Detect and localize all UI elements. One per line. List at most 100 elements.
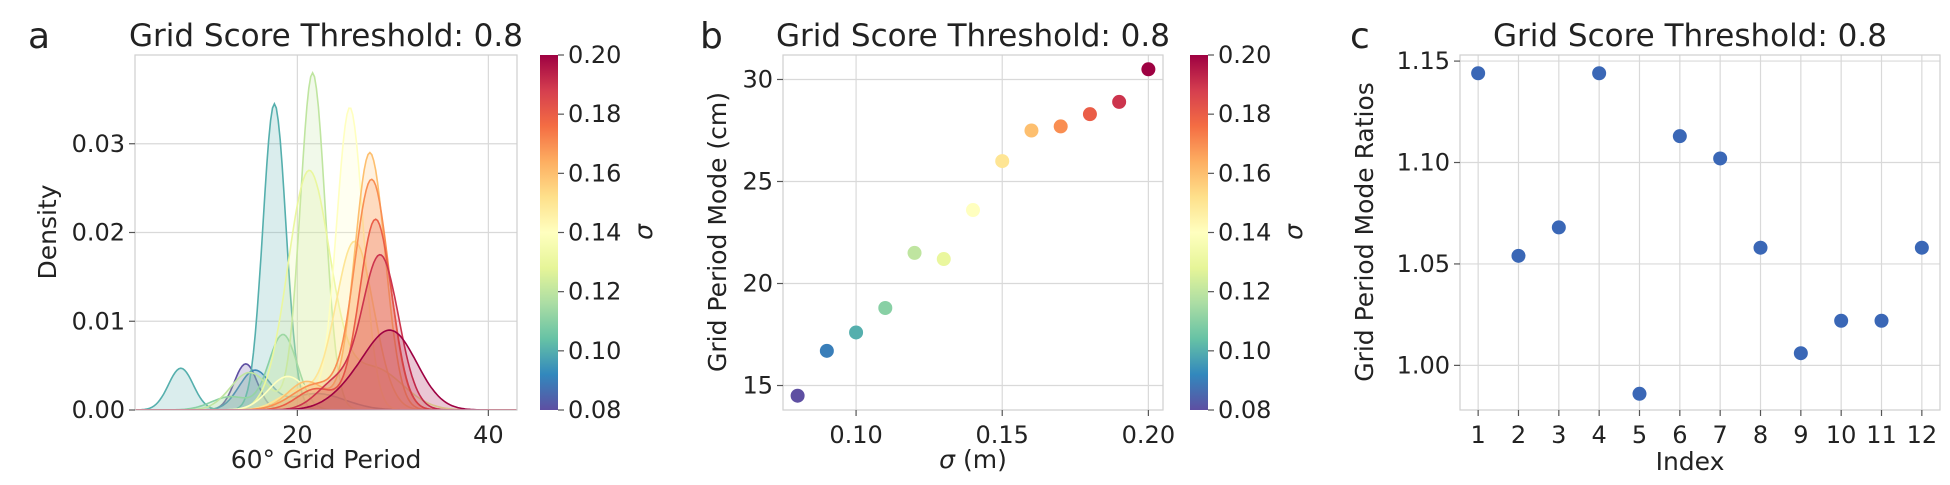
panel-b-x-label-unit: (m) xyxy=(955,445,1007,474)
panel-b-letter: b xyxy=(700,16,723,57)
panel-a-x-label: 60° Grid Period xyxy=(231,445,422,474)
scatter-point xyxy=(907,245,922,260)
panel-c-x-tick-label: 3 xyxy=(1551,421,1566,449)
colorbar-b-tick-label: 0.08 xyxy=(1218,396,1271,424)
colorbar-a-tick-label: 0.12 xyxy=(568,278,621,306)
panel-a-x-tick-label: 20 xyxy=(282,421,313,449)
scatter-point xyxy=(819,343,834,358)
colorbar-b-tick-label: 0.12 xyxy=(1218,278,1271,306)
panel-b-title: Grid Score Threshold: 0.8 xyxy=(776,18,1170,54)
colorbar-a-tick-label: 0.14 xyxy=(568,219,621,247)
panel-c-x-label: Index xyxy=(1656,447,1725,476)
colorbar-a-ticks: 0.08 0.10 0.12 0.14 0.16 0.18 0.20 xyxy=(558,41,621,424)
panel-a-y-tick-label: 0.03 xyxy=(72,130,125,158)
colorbar-b-gradient xyxy=(1190,55,1208,410)
panel-c-x-tick-label: 8 xyxy=(1753,421,1768,449)
panel-c-x-tick-label: 2 xyxy=(1511,421,1526,449)
colorbar-b-label: σ xyxy=(1279,223,1308,240)
panel-c-y-tick-label: 1.05 xyxy=(1397,250,1450,278)
ratio-point xyxy=(1834,313,1849,328)
panel-b-y-tick-label: 15 xyxy=(742,372,773,400)
scatter-point xyxy=(878,300,893,315)
scatter-point xyxy=(936,252,951,267)
panel-c-x-ticks: 1 2 3 4 5 6 7 8 9 10 11 12 xyxy=(1471,410,1938,449)
ratio-point xyxy=(1914,240,1929,255)
panel-c-y-tick-label: 1.00 xyxy=(1397,351,1450,379)
colorbar-a-gradient xyxy=(540,55,558,410)
panel-b-x-tick-label: 0.10 xyxy=(829,421,882,449)
colorbar-b-tick-label: 0.10 xyxy=(1218,337,1271,365)
panel-c-x-tick-label: 4 xyxy=(1592,421,1607,449)
panel-b-x-label-symbol: σ xyxy=(939,445,956,474)
panel-b-y-tick-label: 25 xyxy=(742,167,773,195)
panel-c-x-tick-label: 9 xyxy=(1793,421,1808,449)
panel-b-x-tick-label: 0.15 xyxy=(976,421,1029,449)
ratio-point xyxy=(1713,151,1728,166)
scatter-point xyxy=(995,154,1010,169)
panel-b-x-tick-label: 0.20 xyxy=(1122,421,1175,449)
panel-a-density-curves xyxy=(135,70,517,410)
panel-b-x-label: σ (m) xyxy=(939,445,1007,474)
density-curve xyxy=(135,329,517,410)
density-curve xyxy=(135,253,517,410)
panel-b-y-label: Grid Period Mode (cm) xyxy=(703,92,732,372)
panel-a: a Grid Score Threshold: 0.8 0.00 0.01 0.02… xyxy=(28,16,523,474)
panel-c-y-ticks: 1.00 1.05 1.10 1.15 xyxy=(1397,47,1460,379)
panel-b-x-ticks: 0.10 0.15 0.20 xyxy=(829,410,1175,449)
ratio-point xyxy=(1511,248,1526,263)
colorbar-a-label: σ xyxy=(629,223,658,240)
colorbar-b-tick-label: 0.16 xyxy=(1218,159,1271,187)
scatter-point xyxy=(1053,119,1068,134)
scatter-point xyxy=(849,325,864,340)
colorbar-a-tick-label: 0.16 xyxy=(568,159,621,187)
panel-a-y-tick-label: 0.00 xyxy=(72,396,125,424)
panel-c-x-tick-label: 6 xyxy=(1672,421,1687,449)
colorbar-a-tick-label: 0.10 xyxy=(568,337,621,365)
panel-c-x-tick-label: 12 xyxy=(1907,421,1938,449)
panel-c-y-tick-label: 1.10 xyxy=(1397,149,1450,177)
panel-c-y-tick-label: 1.15 xyxy=(1397,47,1450,75)
colorbar-a: 0.08 0.10 0.12 0.14 0.16 0.18 0.20 σ xyxy=(540,41,658,424)
panel-c-gridlines xyxy=(1460,55,1940,410)
panel-a-y-ticks: 0.00 0.01 0.02 0.03 xyxy=(72,130,135,424)
colorbar-b-ticks: 0.08 0.10 0.12 0.14 0.16 0.18 0.20 xyxy=(1208,41,1271,424)
panel-c-x-tick-label: 7 xyxy=(1713,421,1728,449)
ratio-point xyxy=(1672,129,1687,144)
ratio-point xyxy=(1592,66,1607,81)
scatter-point xyxy=(1024,123,1039,138)
scatter-point xyxy=(1112,94,1127,109)
colorbar-b-tick-label: 0.20 xyxy=(1218,41,1271,69)
density-curve xyxy=(135,178,517,410)
panel-b: b Grid Score Threshold: 0.8 15 20 25 30 0.1… xyxy=(700,16,1175,474)
panel-c-x-tick-label: 5 xyxy=(1632,421,1647,449)
panel-c-letter: c xyxy=(1350,16,1370,57)
scatter-point xyxy=(966,203,980,218)
panel-a-title: Grid Score Threshold: 0.8 xyxy=(129,18,523,54)
ratio-point xyxy=(1471,66,1486,81)
panel-c-points xyxy=(1471,66,1929,401)
panel-b-points xyxy=(790,62,1156,403)
colorbar-b-tick-label: 0.18 xyxy=(1218,100,1271,128)
ratio-point xyxy=(1551,220,1566,235)
scatter-point xyxy=(1141,62,1156,77)
panel-a-y-tick-label: 0.01 xyxy=(72,307,125,335)
panel-a-x-tick-label: 40 xyxy=(473,421,504,449)
panel-c-x-tick-label: 1 xyxy=(1471,421,1486,449)
density-curve xyxy=(135,101,517,410)
panel-b-y-ticks: 15 20 25 30 xyxy=(742,65,783,400)
panel-a-y-label: Density xyxy=(33,184,62,279)
scatter-point xyxy=(1082,107,1097,122)
panel-b-frame xyxy=(782,54,1164,411)
panel-c-frame xyxy=(1459,54,1941,411)
ratio-point xyxy=(1793,346,1808,361)
panel-a-y-tick-label: 0.02 xyxy=(72,219,125,247)
colorbar-a-tick-label: 0.18 xyxy=(568,100,621,128)
density-curve xyxy=(135,151,517,410)
ratio-point xyxy=(1874,313,1889,328)
panel-c-x-tick-label: 10 xyxy=(1826,421,1857,449)
panel-a-x-ticks: 20 40 xyxy=(282,410,504,449)
colorbar-b: 0.08 0.10 0.12 0.14 0.16 0.18 0.20 σ xyxy=(1190,41,1308,424)
ratio-point xyxy=(1632,386,1647,401)
panel-b-y-tick-label: 20 xyxy=(742,270,773,298)
